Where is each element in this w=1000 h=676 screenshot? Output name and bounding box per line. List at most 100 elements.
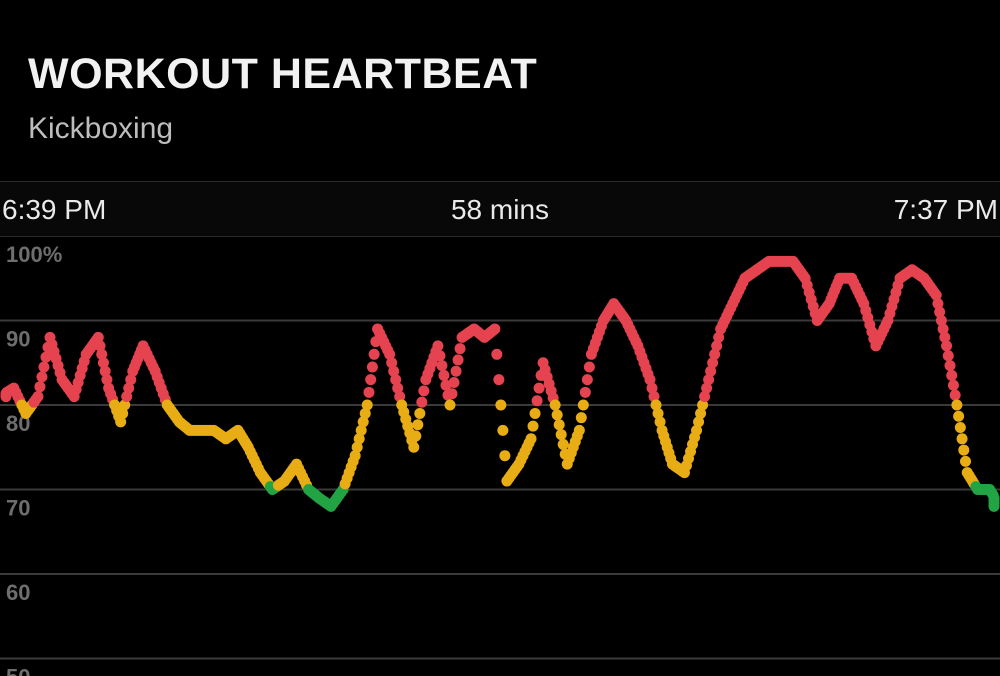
heart-rate-point	[695, 407, 707, 419]
heart-rate-point	[491, 348, 503, 360]
heart-rate-point	[96, 348, 108, 360]
heart-rate-point	[432, 340, 444, 352]
heart-rate-point	[960, 455, 972, 467]
heart-rate-point	[392, 382, 404, 394]
heart-rate-point	[930, 289, 942, 301]
heart-rate-points	[0, 255, 1000, 512]
heart-rate-point	[531, 395, 543, 407]
heart-rate-point	[450, 365, 462, 377]
heart-rate-point	[648, 391, 660, 403]
heart-rate-point	[34, 381, 46, 393]
heart-rate-point	[418, 385, 430, 397]
heart-rate-point	[36, 371, 48, 383]
heart-rate-point	[123, 382, 135, 394]
heart-rate-point	[654, 416, 666, 428]
heart-rate-point	[412, 419, 424, 431]
heart-rate-point	[711, 340, 723, 352]
heart-rate-point	[359, 407, 371, 419]
heart-rate-point	[573, 424, 585, 436]
heart-rate-point	[691, 424, 703, 436]
heart-rate-point	[386, 357, 398, 369]
heart-rate-point	[94, 340, 106, 352]
heart-rate-point	[949, 389, 961, 401]
heart-rate-point	[693, 416, 705, 428]
heart-rate-point	[357, 416, 369, 428]
heart-rate-point	[932, 298, 944, 310]
heart-rate-point	[363, 386, 375, 398]
heart-rate-point	[551, 409, 563, 421]
heart-rate-point	[32, 391, 44, 403]
heart-rate-point	[951, 399, 963, 411]
heart-rate-point	[527, 420, 539, 432]
heart-rate-point	[388, 365, 400, 377]
heart-rate-point	[390, 374, 402, 386]
heart-rate-point	[713, 331, 725, 343]
heart-rate-point	[575, 412, 587, 424]
heart-rate-point	[452, 354, 464, 366]
workout-type-label: Kickboxing	[28, 112, 174, 145]
heart-rate-point	[497, 424, 509, 436]
heart-rate-point	[115, 416, 127, 428]
heart-rate-point	[436, 360, 448, 372]
heart-rate-point	[97, 357, 109, 369]
heart-rate-point	[553, 419, 565, 431]
heart-rate-point	[117, 407, 129, 419]
heart-rate-point	[935, 315, 947, 326]
heart-rate-point	[946, 369, 958, 381]
heart-rate-point	[709, 348, 721, 360]
heart-rate-point	[529, 407, 541, 419]
heart-rate-point	[366, 361, 378, 373]
y-tick-label: 50	[6, 665, 30, 676]
heart-rate-chart: 100%9080706050	[0, 242, 1000, 676]
heart-rate-point	[934, 306, 946, 318]
time-range-bar: 6:39 PM 58 mins 7:37 PM	[0, 181, 1000, 237]
heart-rate-point	[701, 382, 713, 394]
heart-rate-point	[699, 391, 711, 403]
heart-rate-point	[942, 350, 954, 362]
heart-rate-point	[119, 399, 131, 411]
y-tick-label: 60	[6, 580, 30, 605]
heart-rate-point	[410, 430, 422, 442]
heart-rate-point	[650, 399, 662, 411]
heart-rate-point	[351, 441, 363, 453]
heart-rate-point	[944, 360, 956, 372]
heart-rate-point	[947, 379, 959, 391]
heart-rate-point	[92, 331, 104, 343]
heart-rate-point	[99, 365, 111, 377]
y-tick-label: 100%	[6, 242, 62, 267]
heart-rate-point	[499, 450, 511, 462]
heart-rate-point	[448, 376, 460, 388]
heart-rate-point	[581, 374, 593, 386]
heart-rate-point	[125, 374, 137, 386]
heart-rate-point	[121, 391, 133, 403]
heart-rate-point	[355, 424, 367, 436]
heart-rate-point	[408, 441, 420, 453]
y-tick-label: 90	[6, 327, 30, 352]
y-tick-label: 70	[6, 496, 30, 521]
heart-rate-point	[454, 343, 466, 355]
heart-rate-point	[549, 399, 561, 411]
heart-rate-point	[40, 351, 52, 363]
heart-rate-point	[937, 323, 949, 335]
heart-rate-point	[707, 357, 719, 369]
heart-rate-point	[525, 433, 537, 445]
heart-rate-point	[956, 433, 968, 445]
heart-rate-point	[438, 369, 450, 381]
heart-rate-point	[495, 399, 507, 411]
heart-rate-point	[368, 348, 380, 360]
heart-rate-point	[361, 399, 373, 411]
heart-rate-point	[579, 386, 591, 398]
heart-rate-point	[555, 429, 567, 441]
heart-rate-point	[958, 444, 970, 456]
heart-rate-point	[349, 450, 361, 462]
heart-rate-point	[557, 438, 569, 450]
heart-rate-point	[414, 407, 426, 419]
y-axis-ticks: 100%9080706050	[6, 242, 62, 676]
heart-rate-point	[365, 374, 377, 386]
end-time-label: 7:37 PM	[893, 194, 998, 225]
heart-rate-point	[939, 331, 951, 343]
heart-rate-point	[434, 350, 446, 362]
start-time-label: 6:39 PM	[2, 194, 107, 225]
heart-rate-point	[697, 399, 709, 411]
heart-rate-point	[705, 365, 717, 377]
